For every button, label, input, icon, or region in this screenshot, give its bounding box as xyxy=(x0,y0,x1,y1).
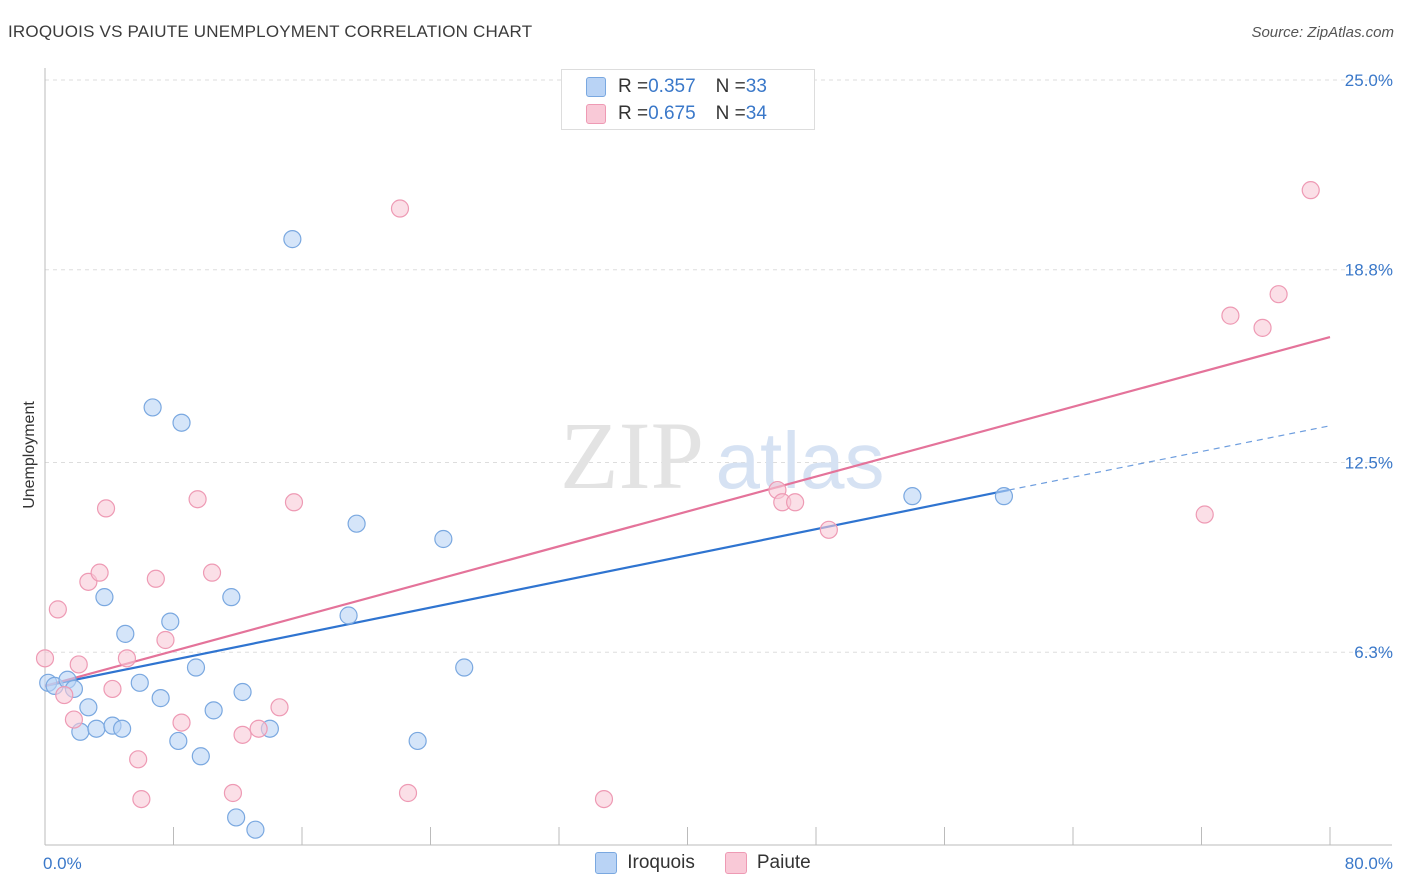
paiute-point xyxy=(223,783,243,803)
iroquois-trend-extension xyxy=(1008,425,1331,491)
iroquois-point xyxy=(204,701,223,720)
paiute-point xyxy=(188,490,207,509)
stats-row-iroquois: R = 0.357 N = 33 xyxy=(586,74,767,100)
iroquois-point xyxy=(455,658,474,677)
paiute-point xyxy=(249,719,268,738)
paiute-point xyxy=(156,630,175,650)
paiute-point xyxy=(819,520,838,539)
r-label: R = xyxy=(618,76,649,97)
iroquois-point xyxy=(79,698,98,717)
iroquois-point xyxy=(994,487,1014,506)
chart-title: IROQUOIS VS PAIUTE UNEMPLOYMENT CORRELAT… xyxy=(8,22,533,41)
iroquois-point xyxy=(87,719,106,738)
paiute-point xyxy=(96,499,116,518)
paiute-point xyxy=(270,698,289,717)
paiute-swatch xyxy=(724,852,747,874)
iroquois-point xyxy=(903,487,922,506)
iroquois-point xyxy=(186,658,206,677)
iroquois-point xyxy=(172,413,191,432)
tick-labels: 6.3% 12.5% 18.8% 25.0% 0.0% 80.0% xyxy=(43,71,1393,873)
paiute-point xyxy=(55,685,74,705)
legend-item-iroquois[interactable]: Iroquois xyxy=(595,852,695,874)
n-label: N = xyxy=(715,103,746,124)
iroquois-point xyxy=(347,514,366,533)
paiute-point xyxy=(284,493,304,512)
iroquois-point xyxy=(246,820,265,839)
iroquois-point xyxy=(130,673,149,692)
source-label: Source: ZipAtlas.com xyxy=(1251,24,1394,41)
iroquois-point xyxy=(227,808,246,827)
paiute-point xyxy=(1195,505,1214,524)
paiute-point xyxy=(64,710,84,729)
axes xyxy=(44,68,1392,846)
iroquois-point xyxy=(191,747,210,766)
legend-label: Iroquois xyxy=(627,852,695,873)
paiute-point xyxy=(1269,285,1288,304)
paiute-point xyxy=(69,655,88,674)
paiute-point xyxy=(103,679,122,699)
paiute-point xyxy=(48,600,67,619)
x-tick-label: 80.0% xyxy=(1345,854,1393,873)
iroquois-point xyxy=(116,624,135,643)
paiute-point xyxy=(90,563,109,582)
paiute-swatch xyxy=(586,104,606,124)
iroquois-swatch xyxy=(586,77,606,97)
iroquois-point xyxy=(151,689,170,708)
gridlines xyxy=(45,79,1392,653)
r-label: R = xyxy=(618,103,649,124)
stats-legend: R = 0.357 N = 33 R = 0.675 N = 34 xyxy=(561,69,815,130)
iroquois-point xyxy=(161,612,180,631)
n-label: N = xyxy=(715,76,746,97)
legend-label: Paiute xyxy=(756,852,811,873)
paiute-trend-line xyxy=(44,335,1331,687)
legend-item-paiute[interactable]: Paiute xyxy=(724,852,811,874)
iroquois-point xyxy=(434,529,453,549)
stats-row-paiute: R = 0.675 N = 34 xyxy=(586,101,767,127)
paiute-point xyxy=(202,563,222,582)
paiute-point xyxy=(146,569,165,588)
x-tick-label: 0.0% xyxy=(43,854,82,873)
iroquois-point xyxy=(233,682,252,702)
y-tick-label: 18.8% xyxy=(1345,261,1393,280)
paiute-point xyxy=(786,493,805,512)
trend-lines xyxy=(44,335,1331,687)
iroquois-point xyxy=(339,606,358,625)
r-value: 0.675 xyxy=(648,103,696,124)
paiute-point xyxy=(1301,181,1320,200)
r-value: 0.357 xyxy=(648,76,696,97)
y-tick-label: 25.0% xyxy=(1345,71,1393,90)
paiute-point xyxy=(1221,306,1240,325)
series-legend: Iroquois Paiute xyxy=(0,852,1406,874)
watermark: ZIP atlas xyxy=(560,402,884,509)
iroquois-swatch xyxy=(595,852,618,874)
paiute-point xyxy=(129,750,148,769)
iroquois-point xyxy=(169,731,188,751)
data-points xyxy=(35,181,1320,839)
iroquois-point xyxy=(112,719,132,738)
watermark-atlas: atlas xyxy=(716,416,885,505)
iroquois-point xyxy=(283,230,302,249)
iroquois-point xyxy=(408,731,427,751)
paiute-point xyxy=(35,649,55,668)
iroquois-point xyxy=(95,588,114,607)
y-tick-label: 12.5% xyxy=(1345,454,1393,473)
iroquois-point xyxy=(143,398,162,417)
iroquois-point xyxy=(222,588,241,607)
paiute-point xyxy=(594,789,614,809)
paiute-point xyxy=(117,649,137,668)
iroquois-trend-line xyxy=(44,488,1009,687)
watermark-zip: ZIP xyxy=(560,402,704,509)
paiute-point xyxy=(233,725,252,744)
paiute-point xyxy=(132,789,151,809)
paiute-point xyxy=(172,713,191,732)
paiute-point xyxy=(1253,318,1272,337)
y-tick-label: 6.3% xyxy=(1354,643,1393,662)
n-value: 34 xyxy=(745,103,767,124)
paiute-point xyxy=(390,199,410,218)
paiute-point xyxy=(398,783,418,803)
n-value: 33 xyxy=(745,76,767,97)
